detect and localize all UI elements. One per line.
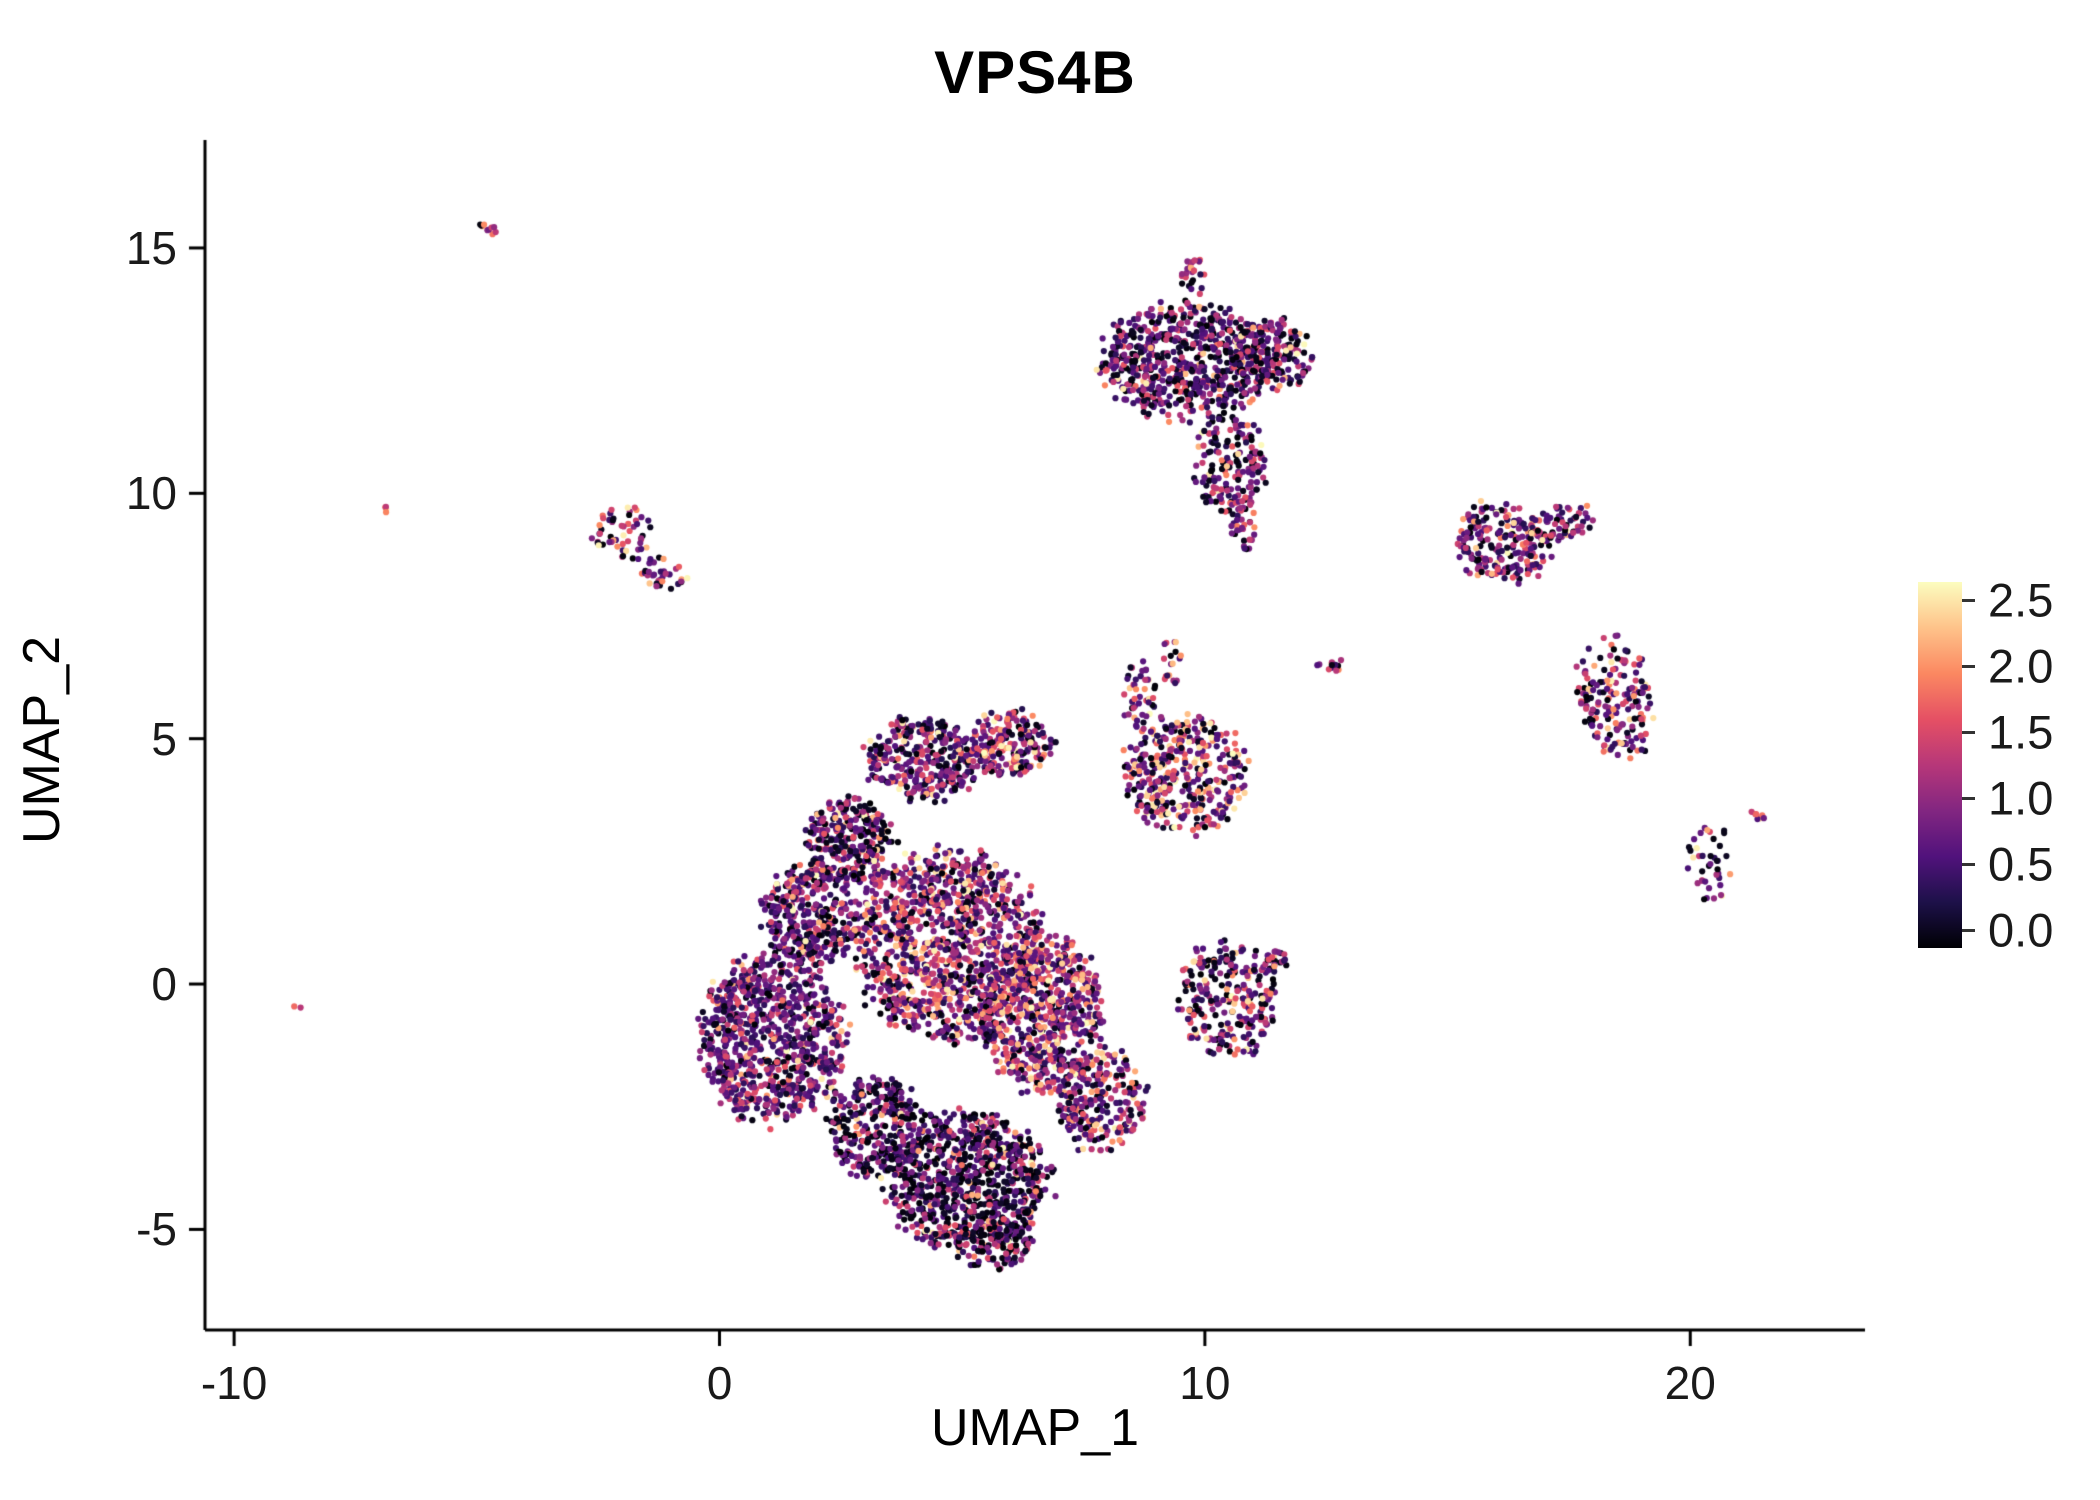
y-tick-label: 15 xyxy=(125,221,177,274)
y-axis-label: UMAP_2 xyxy=(13,635,71,845)
x-tick-label: 10 xyxy=(1179,1357,1231,1409)
x-tick-label: 20 xyxy=(1664,1357,1716,1409)
x-tick-label: -10 xyxy=(200,1357,268,1409)
plot-title: VPS4B xyxy=(934,39,1136,106)
y-tick-label: -5 xyxy=(136,1203,177,1256)
x-tick-label: 0 xyxy=(706,1357,733,1409)
y-tick-label: 5 xyxy=(151,712,177,765)
y-tick-label: 10 xyxy=(125,467,177,520)
x-axis-label: UMAP_1 xyxy=(930,1399,1140,1457)
y-tick-label: 0 xyxy=(151,958,177,1011)
